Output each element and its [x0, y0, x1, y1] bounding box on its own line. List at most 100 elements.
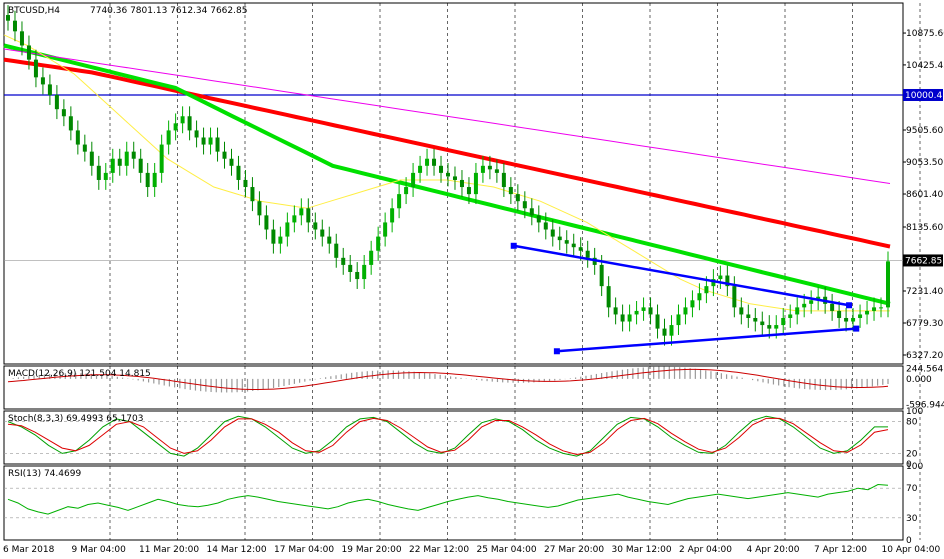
rsi-tick-label: 100: [906, 462, 923, 472]
candle-body: [383, 222, 388, 237]
time-tick-label: 4 Apr 20:00: [747, 545, 800, 555]
candle-body: [285, 222, 290, 237]
price-tick-label: 6327.20: [906, 351, 943, 361]
candle-body: [75, 130, 80, 145]
candle-body: [236, 165, 241, 180]
candle-body: [641, 307, 646, 311]
candle-body: [362, 264, 367, 280]
price-tick-label: 10875.60: [906, 29, 944, 39]
candle-body: [487, 165, 492, 170]
macd-signal-line: [7, 368, 889, 390]
macd-tick-label: 0.000: [906, 375, 932, 385]
candle-body: [166, 130, 171, 145]
candle-body: [54, 95, 59, 110]
candle-body: [753, 317, 758, 322]
current-price-tag: [903, 254, 943, 267]
candle-body: [327, 236, 332, 244]
candle-body: [795, 307, 800, 315]
candle-body: [697, 293, 702, 301]
candle-body: [68, 116, 73, 131]
time-tick-label: 19 Mar 20:00: [342, 545, 402, 555]
trendline-anchor: [553, 348, 560, 355]
candle-body: [550, 229, 555, 237]
candle-body: [760, 321, 765, 326]
macd-header: MACD(12,26,9) 121.504 14.815: [8, 369, 151, 379]
time-tick-label: 14 Mar 12:00: [207, 545, 267, 555]
trendline: [556, 327, 857, 353]
candle-body: [215, 137, 220, 152]
stoch-tick-label: 100: [906, 407, 923, 417]
main-series: [3, 5, 903, 355]
time-gridlines: [109, 3, 921, 540]
candle-body: [830, 303, 835, 311]
candle-body: [606, 286, 611, 308]
candle-body: [732, 286, 737, 308]
candle-body: [411, 172, 416, 188]
candle-body: [131, 151, 136, 159]
candle-body: [494, 169, 499, 173]
moving-average-line: [3, 34, 890, 312]
candle-body: [564, 240, 569, 244]
candle-body: [152, 172, 157, 188]
candle-body: [459, 179, 464, 188]
rsi-tick-label: 30: [906, 514, 918, 524]
candle-body: [96, 165, 101, 180]
trendline: [513, 244, 850, 307]
candle-body: [886, 261, 890, 308]
candle-body: [33, 59, 38, 78]
candle-body: [194, 130, 199, 138]
candle-body: [404, 187, 409, 195]
macd-panel: [3, 365, 904, 410]
candle-body: [292, 215, 297, 223]
time-tick-label: 7 Apr 12:00: [814, 545, 867, 555]
candle-body: [613, 307, 618, 315]
candle-body: [341, 257, 346, 265]
candle-body: [250, 187, 255, 202]
candle-body: [879, 307, 884, 309]
candle-body: [439, 165, 444, 173]
candle-body: [648, 307, 653, 315]
rsi-line: [7, 483, 889, 515]
time-tick-label: 30 Mar 12:00: [612, 545, 672, 555]
candle-body: [480, 165, 485, 173]
candle-body: [355, 271, 360, 280]
candle-body: [676, 314, 681, 326]
candle-body: [578, 247, 583, 251]
candle-body: [508, 187, 513, 195]
candle-body: [425, 158, 430, 166]
candle-body: [655, 314, 660, 329]
time-tick-label: 27 Mar 20:00: [544, 545, 604, 555]
candle-body: [306, 208, 311, 223]
candle-body: [718, 275, 723, 280]
candle-body: [585, 250, 590, 258]
candle-body: [397, 194, 402, 209]
trendline-anchor: [853, 325, 860, 332]
candle-body: [746, 314, 751, 318]
candle-body: [543, 222, 548, 230]
price-tick-label: 9505.60: [906, 126, 943, 136]
candle-body: [669, 325, 674, 336]
candle-body: [82, 144, 87, 152]
time-tick-label: 6 Mar 2018: [3, 545, 55, 555]
candle-body: [299, 208, 304, 216]
candle-body: [446, 172, 450, 177]
moving-average-line: [3, 57, 891, 249]
time-tick-label: 17 Mar 04:00: [274, 545, 334, 555]
candle-body: [466, 187, 471, 195]
candle-body: [767, 325, 772, 329]
candle-body: [159, 144, 164, 173]
price-tick-label: 6779.30: [906, 319, 943, 329]
candle-body: [180, 116, 185, 124]
macd-tick-label: 244.564: [906, 364, 943, 374]
candle-body: [452, 176, 457, 180]
candle-body: [117, 158, 122, 166]
candle-body: [432, 158, 437, 166]
candle-body: [313, 222, 318, 230]
candle-body: [145, 172, 150, 188]
candle-body: [501, 172, 506, 188]
candle-body: [627, 314, 632, 322]
candle-body: [739, 307, 744, 315]
